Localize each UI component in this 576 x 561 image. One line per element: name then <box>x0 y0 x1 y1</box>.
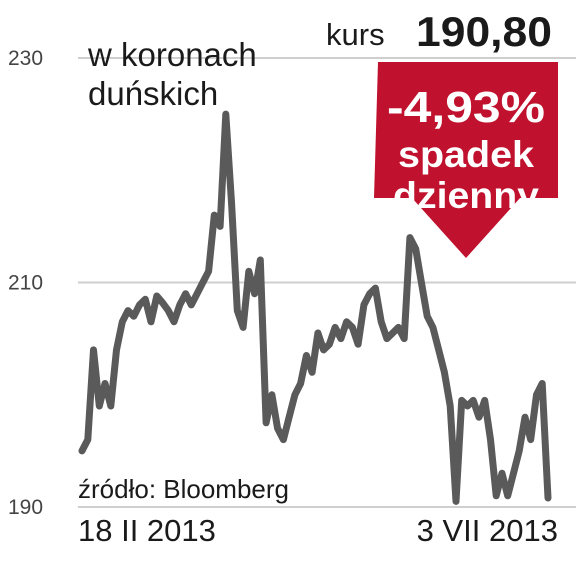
unit-label-line-2: duńskich <box>88 75 218 112</box>
kurs-value: 190,80 <box>416 8 552 55</box>
badge-label-dzienny: dzienny <box>393 175 539 216</box>
x-axis-end-label: 3 VII 2013 <box>417 513 558 548</box>
y-tick-label-190: 190 <box>8 496 43 519</box>
badge-percent: -4,93% <box>387 83 545 132</box>
source-label: źródło: Bloomberg <box>78 474 289 504</box>
badge-label-spadek: spadek <box>398 134 534 175</box>
unit-label-line-1: w koronach <box>87 36 257 73</box>
y-tick-label-230: 230 <box>8 47 43 70</box>
x-axis-start-label: 18 II 2013 <box>78 513 216 548</box>
kurs-label: kurs <box>326 17 385 52</box>
decline-badge-arrow <box>374 62 558 258</box>
price-series-line <box>78 110 552 505</box>
y-tick-label-210: 210 <box>8 272 43 295</box>
